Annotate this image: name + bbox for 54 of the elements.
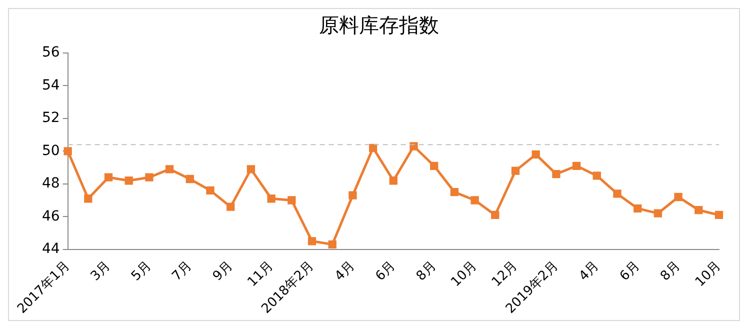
y-tick-label: 50 xyxy=(42,142,60,159)
x-tick-label: 10月 xyxy=(692,258,724,290)
point xyxy=(532,150,540,159)
x-tick-label: 8月 xyxy=(414,258,440,284)
point xyxy=(592,172,601,180)
point xyxy=(124,176,133,185)
x-tick-label: 9月 xyxy=(210,258,236,284)
y-tick-label: 46 xyxy=(42,208,60,224)
point xyxy=(694,206,703,214)
point xyxy=(572,162,581,170)
point xyxy=(368,144,378,152)
point xyxy=(654,209,662,218)
point xyxy=(165,165,174,174)
point xyxy=(267,194,276,203)
x-tick-label: 7月 xyxy=(169,258,196,284)
point xyxy=(64,147,72,156)
y-tick-label: 56 xyxy=(42,44,60,61)
x-tick-label: 8月 xyxy=(658,258,684,284)
point xyxy=(491,210,500,220)
x-tick-label: 11月 xyxy=(245,258,277,290)
y-tick-label: 44 xyxy=(42,240,60,257)
point xyxy=(674,192,682,202)
point xyxy=(308,237,316,246)
point xyxy=(470,196,479,204)
point xyxy=(348,191,357,200)
x-tick-label: 3月 xyxy=(88,258,114,284)
point xyxy=(450,188,459,196)
x-tick-label: 6月 xyxy=(617,258,643,284)
point xyxy=(511,166,520,175)
point xyxy=(246,165,256,174)
chart-title: 原料库存指数 xyxy=(319,13,439,38)
point xyxy=(430,162,438,170)
y-tick-label: 52 xyxy=(42,110,60,126)
x-tick-label: 12月 xyxy=(489,258,521,290)
point xyxy=(226,202,235,211)
point xyxy=(186,174,194,184)
y-tick-label: 48 xyxy=(42,176,60,192)
point xyxy=(389,176,398,185)
x-tick-label: 6月 xyxy=(372,258,399,284)
y-tick-label: 54 xyxy=(42,77,60,94)
point xyxy=(714,210,724,220)
point xyxy=(634,204,642,213)
point xyxy=(104,173,113,182)
point xyxy=(206,186,214,195)
point xyxy=(552,170,560,178)
point xyxy=(328,240,336,249)
point xyxy=(145,173,154,182)
point xyxy=(84,194,92,203)
x-tick-label: 10月 xyxy=(448,258,480,290)
x-tick-label: 4月 xyxy=(576,258,602,284)
point xyxy=(288,196,296,204)
x-tick-label: 5月 xyxy=(128,258,154,284)
point xyxy=(613,190,622,198)
x-tick-label: 4月 xyxy=(332,258,358,284)
